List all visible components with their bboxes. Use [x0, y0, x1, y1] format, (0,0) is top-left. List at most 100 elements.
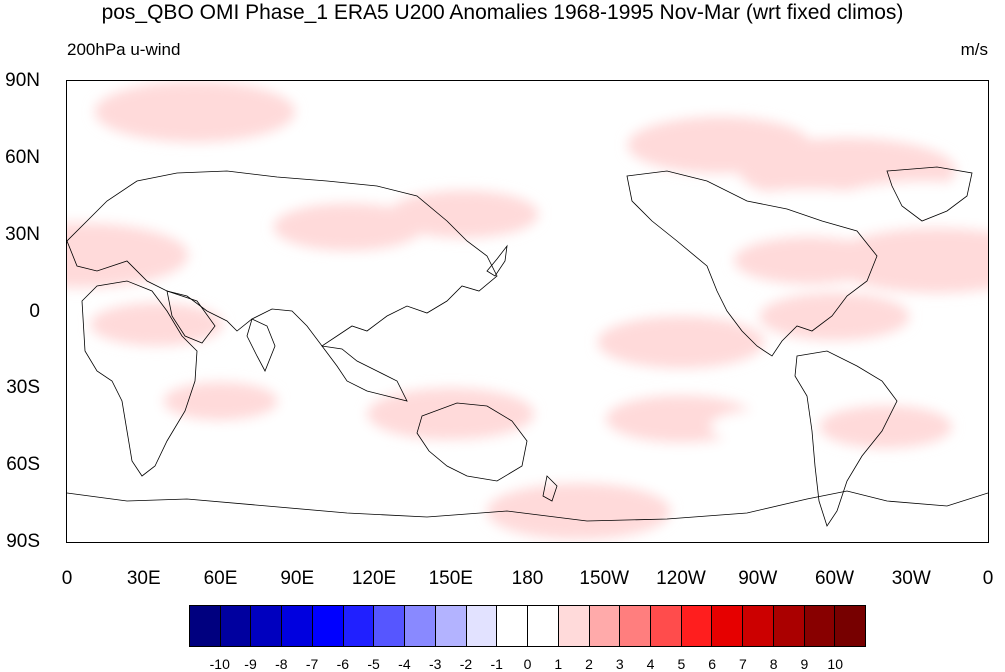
anomaly-contour	[367, 387, 535, 440]
anomaly-contour	[67, 382, 163, 421]
anomaly-contour	[90, 302, 223, 346]
anomaly-contour	[597, 316, 765, 369]
colorbar-label: 8	[769, 656, 778, 672]
anomaly-contour	[819, 405, 952, 449]
variable-label: 200hPa u-wind	[67, 40, 181, 59]
colorbar-label: -8	[275, 656, 288, 672]
lon-tick-label: 180	[511, 568, 544, 589]
lat-tick-label: 0	[29, 300, 40, 322]
anomaly-contour	[136, 434, 305, 487]
colorbar-box	[743, 606, 774, 646]
anomaly-contour	[326, 269, 422, 303]
colorbar-box	[466, 606, 498, 646]
coastline-se-asia	[321, 345, 408, 402]
colorbar-box	[343, 606, 375, 646]
anomaly-contour	[627, 116, 812, 174]
lon-tick-label: 60E	[203, 568, 238, 589]
colorbar-box	[190, 606, 221, 646]
coastline-japan	[486, 244, 508, 277]
colorbar-label: -2	[459, 656, 473, 672]
colorbar-box	[835, 606, 866, 646]
coastline-antarctica	[67, 490, 988, 522]
anomaly-contour	[222, 146, 373, 195]
coastline-india	[246, 318, 276, 372]
lon-tick-label: 30W	[891, 568, 931, 589]
colorbar-label: 3	[615, 656, 624, 672]
colorbar-label: -7	[305, 656, 319, 672]
coastline-arabia	[166, 290, 216, 344]
map-title: pos_QBO OMI Phase_1 ERA5 U200 Anomalies …	[101, 1, 904, 24]
coastline-africa	[81, 280, 198, 477]
anomaly-contour	[67, 222, 189, 288]
anomaly-contour	[710, 410, 806, 443]
colorbar-label: 7	[739, 656, 747, 672]
colorbar-label: -6	[336, 656, 350, 672]
colorbar-box	[712, 606, 744, 646]
colorbar-label: -3	[428, 656, 442, 672]
colorbar-box	[405, 606, 436, 646]
lat-tick-label: 60S	[6, 454, 40, 476]
colorbar-box	[312, 606, 344, 646]
anomaly-contour	[163, 382, 278, 421]
colorbar	[189, 605, 866, 647]
colorbar-box	[589, 606, 621, 646]
anomaly-contour	[580, 81, 731, 110]
colorbar-box	[620, 606, 652, 646]
lat-tick-label: 30S	[6, 377, 40, 399]
anomaly-contour	[273, 203, 424, 251]
anomaly-contour	[733, 236, 884, 285]
colorbar-label: -5	[367, 656, 380, 672]
colorbar-label: 10	[827, 656, 844, 672]
lat-tick-label: 60N	[5, 146, 40, 168]
lon-tick-label: 30E	[126, 568, 161, 589]
lon-tick-label: 0	[982, 568, 994, 589]
lat-tick-label: 90S	[6, 531, 40, 552]
anomaly-contour	[388, 190, 539, 238]
lon-tick-label: 90W	[738, 568, 778, 589]
colorbar-label: 2	[585, 656, 593, 672]
lon-tick-label: 120E	[351, 568, 397, 589]
anomaly-map	[67, 81, 988, 542]
colorbar-label: 4	[646, 656, 655, 672]
colorbar-label: 6	[708, 656, 717, 672]
coastline-south-america	[794, 350, 898, 527]
colorbar-box	[374, 606, 406, 646]
colorbar-label: -10	[209, 656, 230, 672]
colorbar-box	[681, 606, 713, 646]
colorbar-label: 9	[800, 656, 809, 672]
coastline-nz	[542, 475, 558, 502]
colorbar-label: 1	[554, 656, 563, 672]
colorbar-label: -4	[398, 656, 411, 672]
colorbar-box	[528, 606, 559, 646]
lon-tick-label: 150E	[428, 568, 473, 589]
colorbar-box	[282, 606, 313, 646]
anomaly-contour	[291, 343, 406, 382]
colorbar-label: 5	[677, 656, 686, 672]
lon-tick-label: 60W	[814, 568, 855, 589]
colorbar-label: 0	[523, 656, 532, 672]
colorbar-label: -1	[490, 656, 503, 672]
anomaly-contour	[486, 483, 671, 540]
units-label: m/s	[960, 40, 988, 59]
map-panel	[67, 81, 988, 542]
colorbar-box	[435, 606, 467, 646]
colorbar-box	[773, 606, 805, 646]
anomaly-contour	[94, 81, 296, 143]
lon-tick-label: 0	[61, 568, 73, 589]
lon-tick-label: 90E	[280, 568, 315, 589]
lat-tick-label: 90N	[5, 70, 40, 91]
coastline-greenland	[886, 166, 973, 222]
colorbar-box	[804, 606, 836, 646]
lon-tick-label: 150W	[579, 568, 630, 589]
coastline-north-america	[626, 170, 878, 357]
colorbar-box	[651, 606, 682, 646]
lon-tick-label: 120W	[656, 568, 706, 589]
colorbar-box	[251, 606, 283, 646]
colorbar-box	[497, 606, 529, 646]
anomaly-contour	[780, 361, 914, 405]
anomaly-contour	[759, 292, 910, 341]
lat-tick-label: 30N	[5, 223, 40, 245]
coastline-australia	[416, 402, 528, 482]
colorbar-label: -9	[244, 656, 257, 672]
colorbar-box	[220, 606, 252, 646]
